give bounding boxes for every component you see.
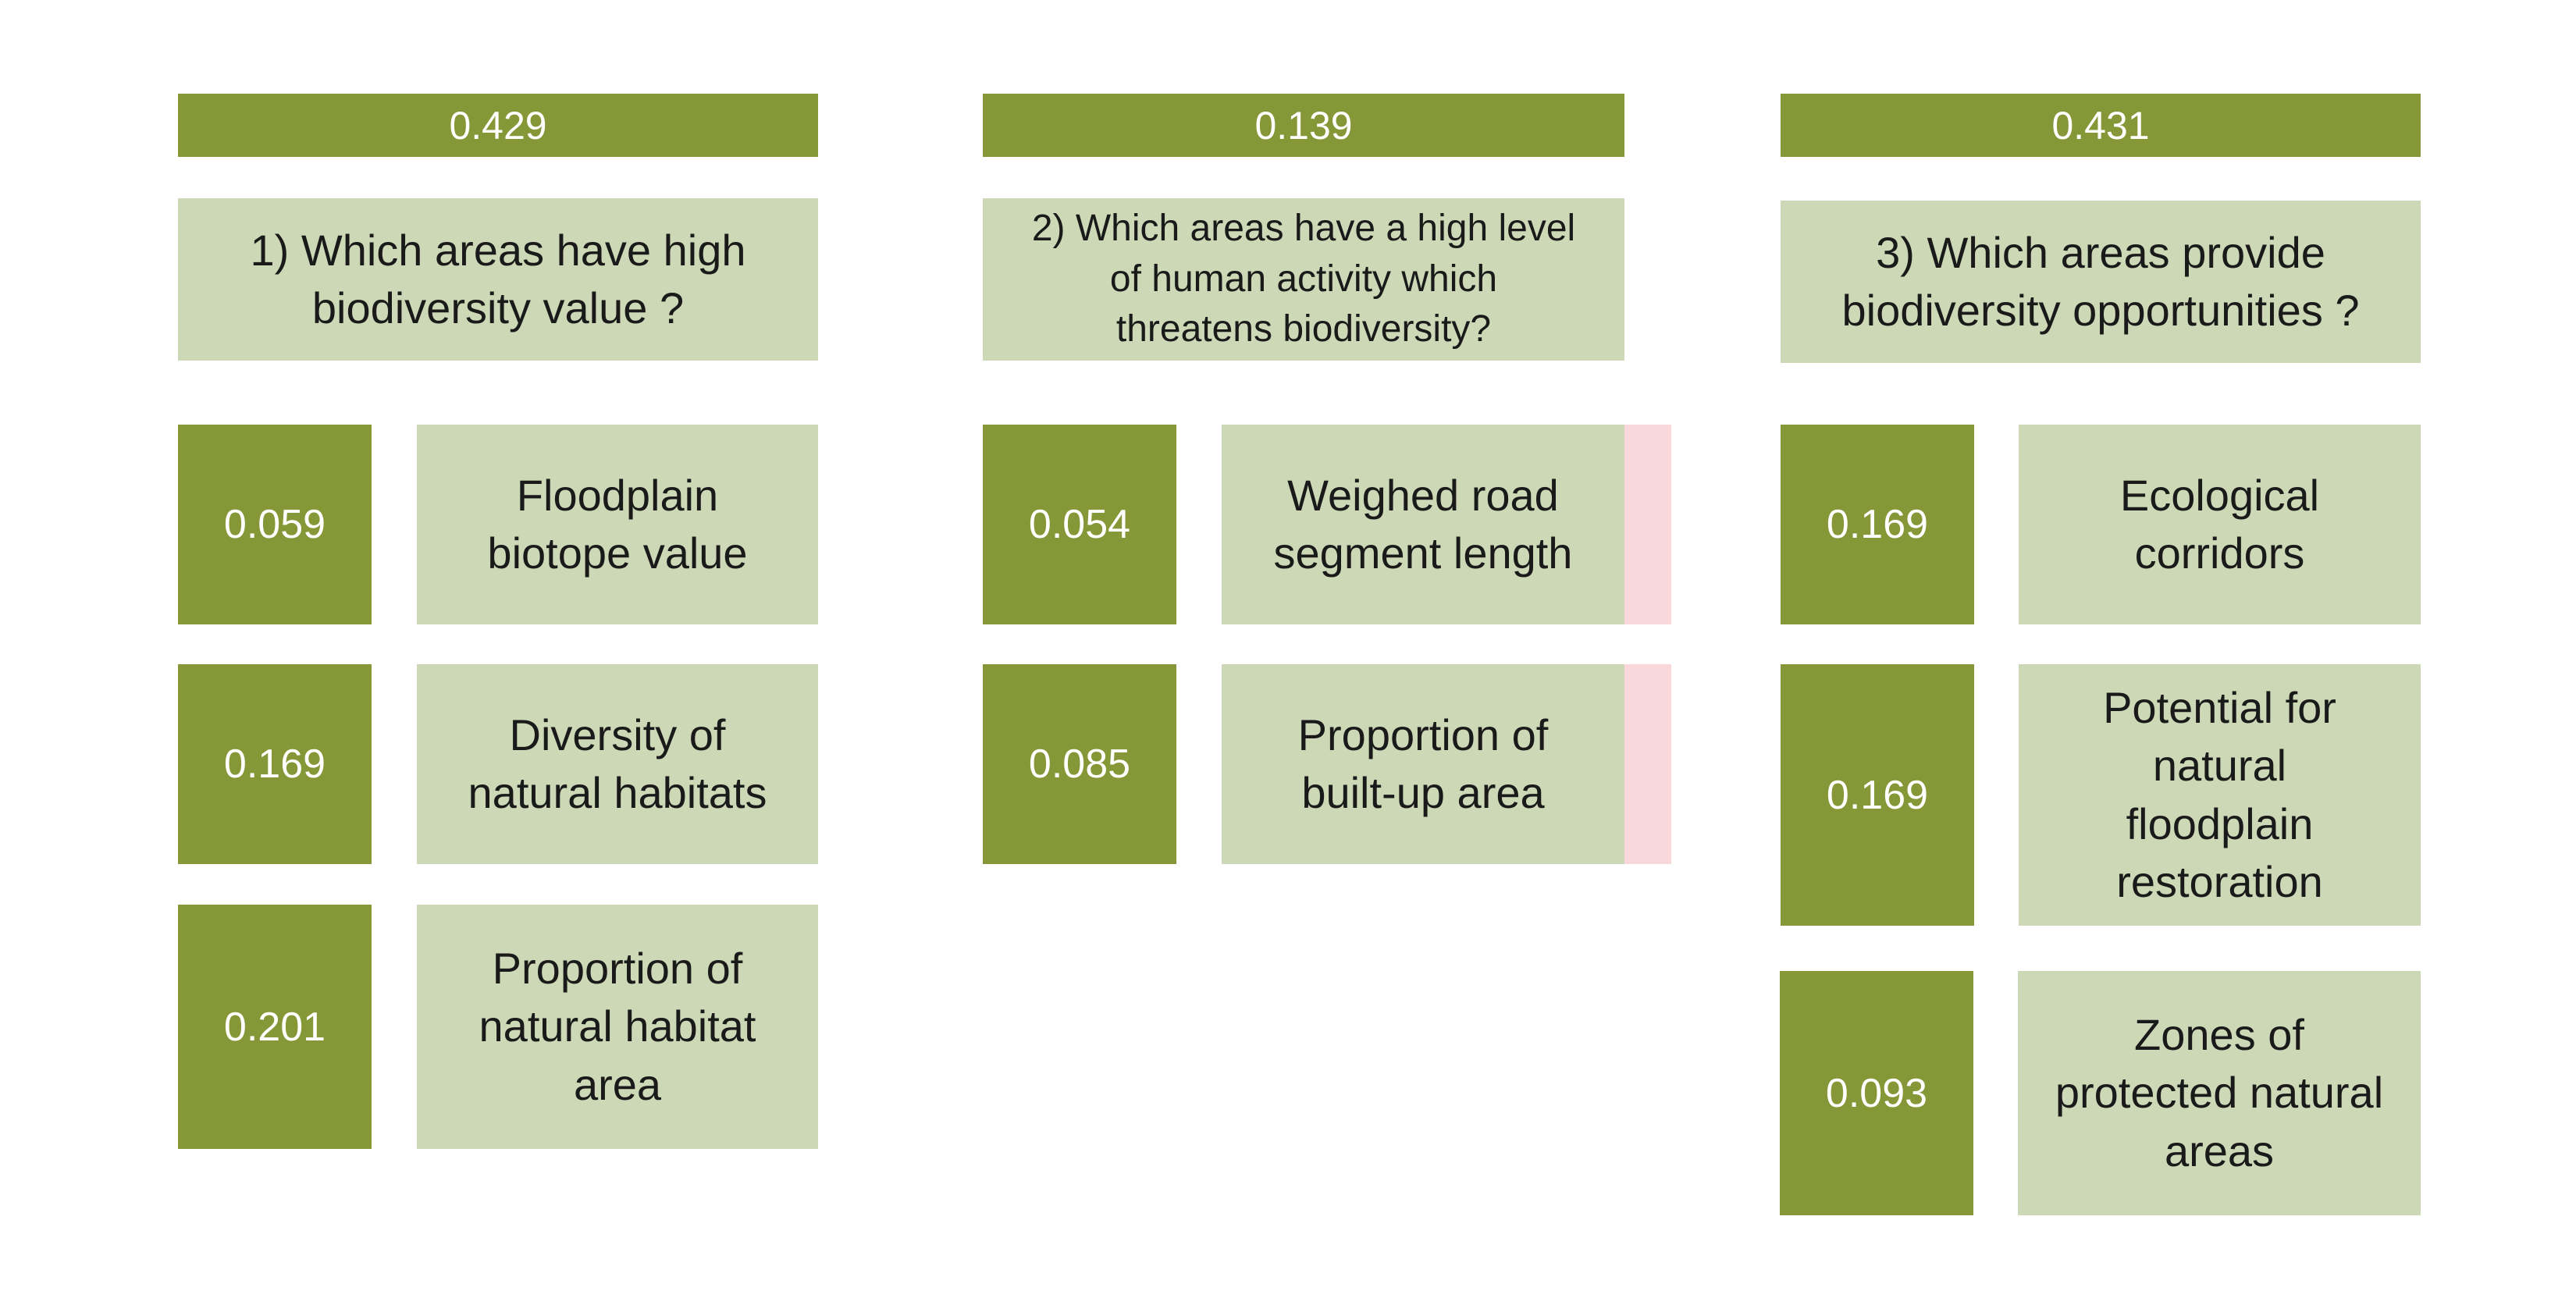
column-3-weight-value: 0.431 (2051, 103, 2150, 148)
column-1-question-text: 1) Which areas have high biodiversity va… (250, 226, 746, 333)
column-3-question: 3) Which areas provide biodiversity oppo… (1781, 201, 2421, 363)
criterion-label-text: Proportion of built-up area (1297, 710, 1549, 817)
column-2-question: 2) Which areas have a high level of huma… (983, 198, 1624, 361)
criterion-label-text: Potential for natural floodplain restora… (2103, 682, 2336, 906)
criterion-weight-value: 0.169 (1826, 502, 1929, 547)
column-3-criterion-3-weight: 0.093 (1780, 971, 1973, 1215)
column-2-criterion-2-accent-strip (1624, 664, 1671, 864)
column-1-criterion-1-label: Floodplain biotope value (417, 425, 818, 624)
column-3-criterion-1-weight: 0.169 (1781, 425, 1974, 624)
criterion-weight-value: 0.169 (1826, 772, 1929, 818)
column-2-criterion-2-label: Proportion of built-up area (1222, 664, 1624, 864)
column-3-criterion-2-weight: 0.169 (1781, 664, 1974, 926)
column-3-criterion-1-label: Ecological corridors (2019, 425, 2421, 624)
column-1-criterion-3-weight: 0.201 (178, 905, 372, 1149)
column-1-criterion-1-weight: 0.059 (178, 425, 372, 624)
criterion-weight-value: 0.201 (223, 1004, 326, 1050)
column-3-question-text: 3) Which areas provide biodiversity oppo… (1841, 228, 2360, 335)
criterion-label-text: Zones of protected natural areas (2055, 1009, 2384, 1175)
column-1-criterion-2-label: Diversity of natural habitats (417, 664, 818, 864)
criterion-label-text: Floodplain biotope value (487, 470, 748, 578)
column-2-criterion-1-label: Weighed road segment length (1222, 425, 1624, 624)
criterion-weight-value: 0.169 (223, 742, 326, 787)
criterion-label-text: Ecological corridors (2119, 470, 2320, 578)
column-1-question: 1) Which areas have high biodiversity va… (178, 198, 818, 361)
column-3-criterion-2-label: Potential for natural floodplain restora… (2019, 664, 2421, 926)
column-1-criterion-3-label: Proportion of natural habitat area (417, 905, 818, 1149)
column-1-weight-value: 0.429 (449, 103, 547, 148)
column-2-weight-header: 0.139 (983, 94, 1624, 157)
column-2-weight-value: 0.139 (1254, 103, 1353, 148)
column-1-criterion-2-weight: 0.169 (178, 664, 372, 864)
criterion-weight-value: 0.054 (1028, 502, 1131, 547)
criterion-label-text: Proportion of natural habitat area (479, 943, 756, 1109)
criterion-label-text: Weighed road segment length (1273, 470, 1573, 578)
column-3-criterion-3-label: Zones of protected natural areas (2018, 971, 2421, 1215)
column-2-question-text: 2) Which areas have a high level of huma… (1031, 207, 1576, 350)
column-2-criterion-1-accent-strip (1624, 425, 1671, 624)
criterion-label-text: Diversity of natural habitats (468, 710, 767, 817)
criterion-weight-value: 0.093 (1825, 1070, 1928, 1116)
column-1-weight-header: 0.429 (178, 94, 818, 157)
column-3-weight-header: 0.431 (1781, 94, 2421, 157)
criterion-weight-value: 0.059 (223, 502, 326, 547)
column-2-criterion-2-weight: 0.085 (983, 664, 1176, 864)
column-2-criterion-1-weight: 0.054 (983, 425, 1176, 624)
criterion-weight-value: 0.085 (1028, 742, 1131, 787)
